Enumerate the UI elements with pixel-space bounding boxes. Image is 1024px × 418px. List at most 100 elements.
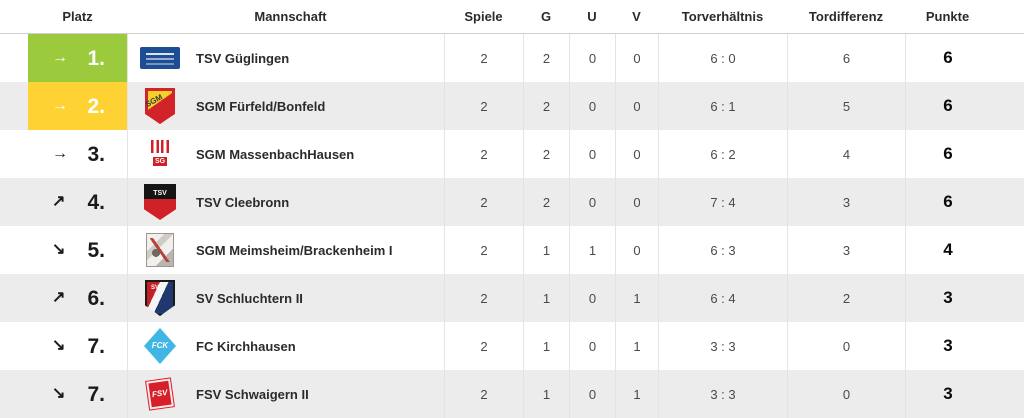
team-name[interactable]: TSV Cleebronn (196, 194, 290, 210)
verloren-value: 1 (615, 322, 658, 370)
col-header-tordifferenz: Tordifferenz (808, 9, 884, 24)
team-name[interactable]: FC Kirchhausen (196, 338, 296, 354)
verloren-value: 0 (615, 82, 658, 130)
spiele-value: 2 (444, 178, 523, 226)
unentschieden-value: 0 (569, 322, 615, 370)
tordifferenz-value: 3 (787, 178, 905, 226)
table-header: Platz Mannschaft Spiele G U V Torverhält… (0, 0, 1024, 34)
team-cell[interactable]: SG SGM MassenbachHausen (127, 130, 444, 178)
torverhaeltnis-value: 6 : 3 (658, 226, 787, 274)
unentschieden-value: 0 (569, 370, 615, 418)
table-row[interactable]: ↘ 7. FSV FSV Schwaigern II 2 1 0 1 3 : 3… (0, 370, 1024, 418)
table-row[interactable]: ↗ 6. SV SV Schluchtern II 2 1 0 1 6 : 4 … (0, 274, 1024, 322)
trend-arrow-icon: → (52, 97, 68, 114)
torverhaeltnis-value: 6 : 2 (658, 130, 787, 178)
team-cell[interactable]: SGM Meimsheim/Brackenheim I (127, 226, 444, 274)
team-cell[interactable]: SGM SGM Fürfeld/Bonfeld (127, 82, 444, 130)
team-cell[interactable]: FCK FC Kirchhausen (127, 322, 444, 370)
team-crest-text: SV (151, 285, 160, 291)
team-name[interactable]: SGM MassenbachHausen (196, 146, 355, 162)
rank-cell: → 3. (0, 130, 127, 178)
spiele-value: 2 (444, 370, 523, 418)
tordifferenz-value: 2 (787, 274, 905, 322)
rank-cell: ↘ 5. (0, 226, 127, 274)
rank-number: 7. (87, 382, 105, 406)
verloren-value: 0 (615, 226, 658, 274)
col-header-unentschieden: U (587, 9, 597, 24)
torverhaeltnis-value: 7 : 4 (658, 178, 787, 226)
rank-number: 5. (87, 238, 105, 262)
gewonnen-value: 1 (523, 274, 569, 322)
team-cell[interactable]: FSV FSV Schwaigern II (127, 370, 444, 418)
team-name[interactable]: SGM Meimsheim/Brackenheim I (196, 242, 393, 258)
rank-number: 3. (87, 142, 105, 166)
rank-cell: ↗ 6. (0, 274, 127, 322)
col-header-verloren: V (632, 9, 641, 24)
team-name[interactable]: SV Schluchtern II (196, 290, 303, 306)
rank-cell: → 1. (0, 34, 127, 82)
unentschieden-value: 0 (569, 274, 615, 322)
punkte-value: 6 (905, 82, 1024, 130)
torverhaeltnis-value: 3 : 3 (658, 370, 787, 418)
torverhaeltnis-value: 6 : 1 (658, 82, 787, 130)
punkte-value: 3 (905, 322, 1024, 370)
tordifferenz-value: 6 (787, 34, 905, 82)
unentschieden-value: 0 (569, 34, 615, 82)
verloren-value: 1 (615, 274, 658, 322)
table-row[interactable]: ↘ 5. SGM Meimsheim/Brackenheim I 2 1 1 0… (0, 226, 1024, 274)
team-cell[interactable]: TSV TSV Cleebronn (127, 178, 444, 226)
rank-trend-block: ↗ 4. (28, 178, 127, 226)
team-crest-icon (138, 38, 182, 78)
col-header-mannschaft: Mannschaft (254, 9, 327, 24)
table-row[interactable]: ↗ 4. TSV TSV Cleebronn 2 2 0 0 7 : 4 3 6 (0, 178, 1024, 226)
gewonnen-value: 1 (523, 322, 569, 370)
table-row[interactable]: → 1. TSV Güglingen 2 2 0 0 6 : 0 6 6 (0, 34, 1024, 82)
rank-trend-block: → 2. (28, 82, 127, 130)
rank-trend-block: → 3. (28, 130, 127, 178)
torverhaeltnis-value: 6 : 0 (658, 34, 787, 82)
spiele-value: 2 (444, 34, 523, 82)
punkte-value: 6 (905, 178, 1024, 226)
gewonnen-value: 2 (523, 82, 569, 130)
rank-trend-block: ↘ 7. (28, 370, 127, 418)
gewonnen-value: 2 (523, 34, 569, 82)
col-header-gewonnen: G (540, 9, 552, 24)
rank-cell: ↘ 7. (0, 370, 127, 418)
unentschieden-value: 1 (569, 226, 615, 274)
trend-arrow-icon: ↗ (52, 193, 66, 210)
verloren-value: 1 (615, 370, 658, 418)
table-body: → 1. TSV Güglingen 2 2 0 0 6 : 0 6 6 → 2… (0, 34, 1024, 418)
rank-number: 6. (87, 286, 105, 310)
team-cell[interactable]: TSV Güglingen (127, 34, 444, 82)
team-crest-text: FCK (151, 341, 169, 350)
trend-arrow-icon: ↘ (52, 241, 66, 258)
team-name[interactable]: TSV Güglingen (196, 50, 290, 66)
table-row[interactable]: → 2. SGM SGM Fürfeld/Bonfeld 2 2 0 0 6 :… (0, 82, 1024, 130)
rank-cell: ↗ 4. (0, 178, 127, 226)
verloren-value: 0 (615, 130, 658, 178)
team-crest-text: FSV (151, 387, 169, 400)
unentschieden-value: 0 (569, 82, 615, 130)
team-name[interactable]: FSV Schwaigern II (196, 386, 309, 402)
unentschieden-value: 0 (569, 178, 615, 226)
rank-number: 7. (87, 334, 105, 358)
verloren-value: 0 (615, 178, 658, 226)
table-row[interactable]: → 3. SG SGM MassenbachHausen 2 2 0 0 6 :… (0, 130, 1024, 178)
team-cell[interactable]: SV SV Schluchtern II (127, 274, 444, 322)
rank-trend-block: ↘ 7. (28, 322, 127, 370)
tordifferenz-value: 0 (787, 370, 905, 418)
tordifferenz-value: 5 (787, 82, 905, 130)
team-crest-icon: SG (138, 134, 182, 174)
col-header-platz: Platz (62, 9, 93, 24)
team-crest-icon: SV (138, 278, 182, 318)
rank-trend-block: ↗ 6. (28, 274, 127, 322)
punkte-value: 6 (905, 34, 1024, 82)
rank-cell: → 2. (0, 82, 127, 130)
team-name[interactable]: SGM Fürfeld/Bonfeld (196, 98, 326, 114)
rank-number: 2. (87, 94, 105, 118)
table-row[interactable]: ↘ 7. FCK FC Kirchhausen 2 1 0 1 3 : 3 0 … (0, 322, 1024, 370)
spiele-value: 2 (444, 322, 523, 370)
team-crest-icon: SGM (138, 86, 182, 126)
punkte-value: 4 (905, 226, 1024, 274)
